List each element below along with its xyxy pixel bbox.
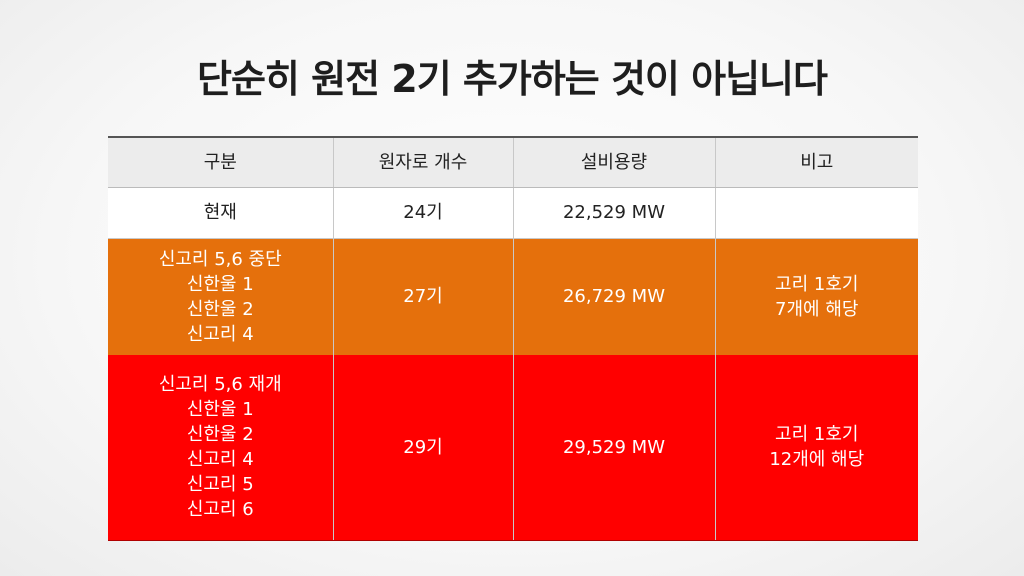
- table-row-current: 현재 24기 22,529 MW: [108, 187, 918, 239]
- category-line: 신고리 5,6 재개: [158, 374, 282, 396]
- category-line: 신한울 1: [186, 273, 254, 295]
- note-line: 고리 1호기: [775, 273, 859, 295]
- category-line: 신한울 2: [186, 424, 254, 446]
- note-line: 7개에 해당: [775, 298, 859, 320]
- category-line: 신고리 4: [186, 323, 254, 345]
- header-note: 비고: [714, 136, 918, 188]
- cell-category: 현재: [108, 187, 333, 239]
- table-header-row: 구분 원자로 개수 설비용량 비고: [108, 136, 918, 188]
- category-line: 신고리 6: [186, 499, 254, 521]
- header-capacity: 설비용량: [512, 136, 715, 188]
- note-line: 12개에 해당: [769, 449, 865, 471]
- cell-capacity: 29,529 MW: [512, 355, 715, 541]
- category-line: 신고리 5: [186, 474, 254, 496]
- slide-title: 단순히 원전 2기 추가하는 것이 아닙니다: [197, 57, 828, 101]
- cell-category: 신고리 5,6 재개 신한울 1 신한울 2 신고리 4 신고리 5 신고리 6: [108, 355, 333, 541]
- cell-note: 고리 1호기 7개에 해당: [714, 238, 918, 355]
- category-line: 신고리 5,6 중단: [158, 248, 282, 270]
- cell-reactor-count: 27기: [332, 238, 513, 355]
- cell-note: [714, 187, 918, 239]
- cell-category: 신고리 5,6 중단 신한울 1 신한울 2 신고리 4: [108, 238, 333, 355]
- category-line: 신한울 2: [186, 298, 254, 320]
- category-line: 신고리 4: [186, 449, 254, 471]
- cell-capacity: 22,529 MW: [512, 187, 715, 239]
- header-reactor-count: 원자로 개수: [332, 136, 513, 188]
- cell-reactor-count: 24기: [332, 187, 513, 239]
- cell-capacity: 26,729 MW: [512, 238, 715, 355]
- cell-note: 고리 1호기 12개에 해당: [714, 355, 918, 541]
- table-row-resume: 신고리 5,6 재개 신한울 1 신한울 2 신고리 4 신고리 5 신고리 6…: [108, 355, 918, 541]
- category-line: 현재: [203, 202, 237, 223]
- category-line: 신한울 1: [186, 399, 254, 421]
- header-category: 구분: [108, 136, 333, 188]
- cell-reactor-count: 29기: [332, 355, 513, 541]
- note-line: 고리 1호기: [775, 424, 859, 446]
- table-row-halt: 신고리 5,6 중단 신한울 1 신한울 2 신고리 4 27기 26,729 …: [108, 238, 918, 355]
- comparison-table: 구분 원자로 개수 설비용량 비고 현재 24기 22,529 MW 신고리 5…: [108, 136, 918, 541]
